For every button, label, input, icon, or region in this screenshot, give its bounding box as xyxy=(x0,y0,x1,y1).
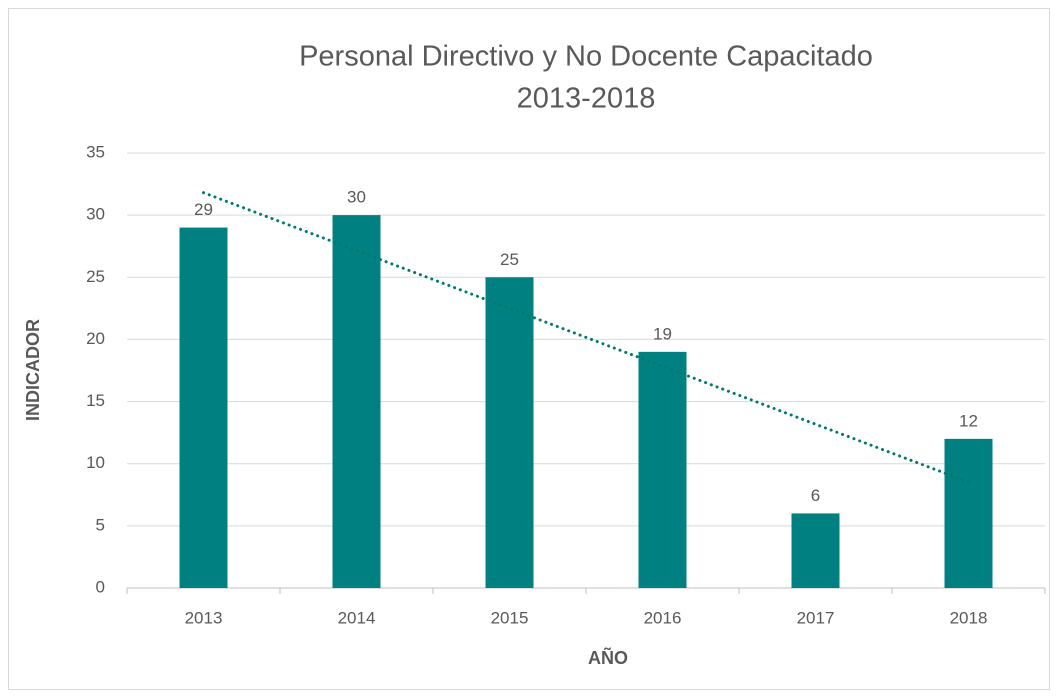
x-tick-label: 2013 xyxy=(185,608,223,627)
y-tick-label: 10 xyxy=(86,453,105,472)
y-tick-label: 30 xyxy=(86,205,105,224)
y-axis-title: INDICADOR xyxy=(23,319,43,421)
data-label: 6 xyxy=(811,486,820,505)
data-label: 30 xyxy=(347,188,366,207)
trendline xyxy=(202,191,970,484)
data-label: 12 xyxy=(959,411,978,430)
y-tick-label: 0 xyxy=(96,577,105,596)
bar xyxy=(485,277,534,588)
y-tick-label: 35 xyxy=(86,142,105,161)
bar xyxy=(638,351,687,588)
y-tick-label: 15 xyxy=(86,391,105,410)
data-label: 19 xyxy=(653,324,672,343)
x-axis-title: AÑO xyxy=(588,647,628,668)
y-tick-label: 5 xyxy=(96,515,105,534)
chart-title: 2013-2018 xyxy=(517,83,656,115)
x-tick-label: 2016 xyxy=(644,608,682,627)
x-tick-label: 2015 xyxy=(491,608,529,627)
x-tick-label: 2018 xyxy=(950,608,988,627)
bar xyxy=(791,513,840,588)
data-label: 25 xyxy=(500,250,519,269)
x-tick-label: 2017 xyxy=(797,608,835,627)
y-tick-label: 25 xyxy=(86,267,105,286)
bar xyxy=(332,215,381,588)
bar xyxy=(944,438,993,588)
chart-title: Personal Directivo y No Docente Capacita… xyxy=(299,41,873,73)
y-tick-label: 20 xyxy=(86,329,105,348)
bar xyxy=(179,227,228,589)
data-label: 29 xyxy=(194,200,213,219)
x-tick-label: 2014 xyxy=(338,608,376,627)
